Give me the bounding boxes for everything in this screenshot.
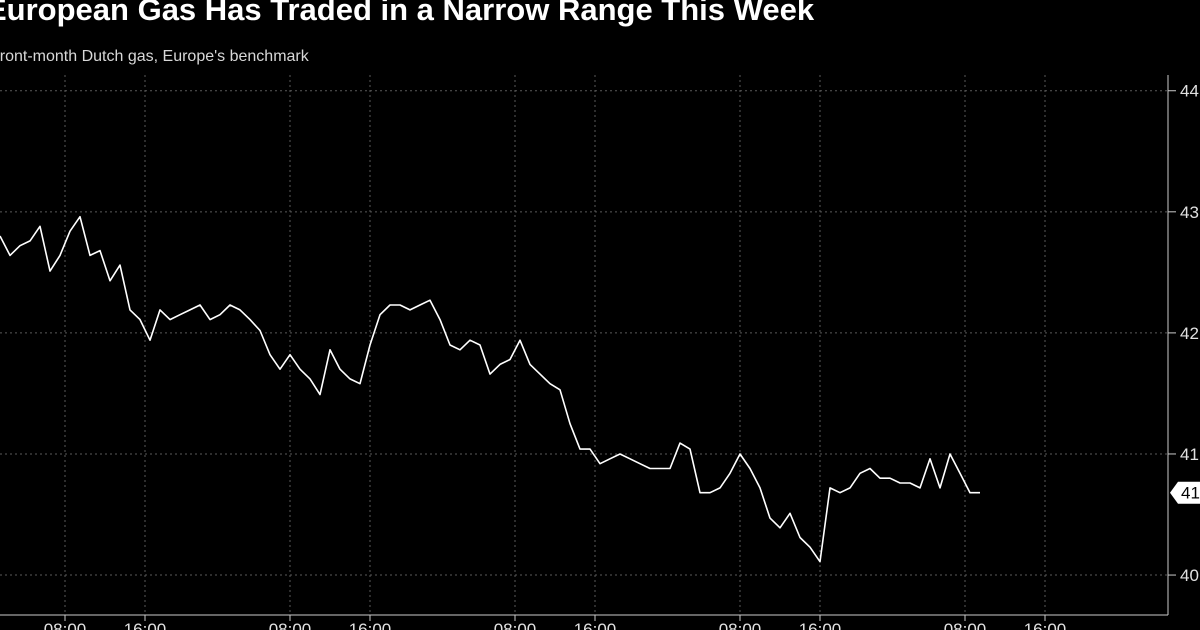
y-tick-label: 42 <box>1180 324 1199 343</box>
x-tick-label: 16:00 <box>574 620 617 630</box>
y-tick-label: 40 <box>1180 566 1199 585</box>
x-tick-label: 08:00 <box>44 620 87 630</box>
x-tick-label: 16:00 <box>799 620 842 630</box>
x-tick-label: 08:00 <box>719 620 762 630</box>
current-value-tag <box>1170 481 1200 504</box>
chart-subtitle: Front-month Dutch gas, Europe's benchmar… <box>0 48 310 65</box>
price-line <box>0 215 980 563</box>
x-tick-label: 16:00 <box>1024 620 1067 630</box>
y-tick-label: 41 <box>1180 445 1199 464</box>
chart-title: European Gas Has Traded in a Narrow Rang… <box>0 0 815 27</box>
x-tick-label: 08:00 <box>269 620 312 630</box>
current-value-label: 41 <box>1181 484 1200 503</box>
x-tick-label: 16:00 <box>349 620 392 630</box>
x-tick-label: 08:00 <box>494 620 537 630</box>
y-tick-label: 43 <box>1180 203 1199 222</box>
y-tick-label: 44 <box>1180 82 1199 101</box>
x-tick-label: 08:00 <box>944 620 987 630</box>
x-tick-label: 16:00 <box>124 620 167 630</box>
